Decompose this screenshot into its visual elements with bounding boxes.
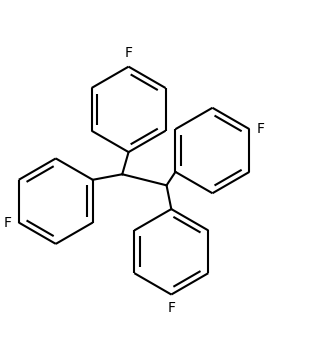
Text: F: F bbox=[167, 301, 175, 315]
Text: F: F bbox=[125, 46, 133, 60]
Text: F: F bbox=[257, 122, 264, 136]
Text: F: F bbox=[4, 216, 12, 229]
